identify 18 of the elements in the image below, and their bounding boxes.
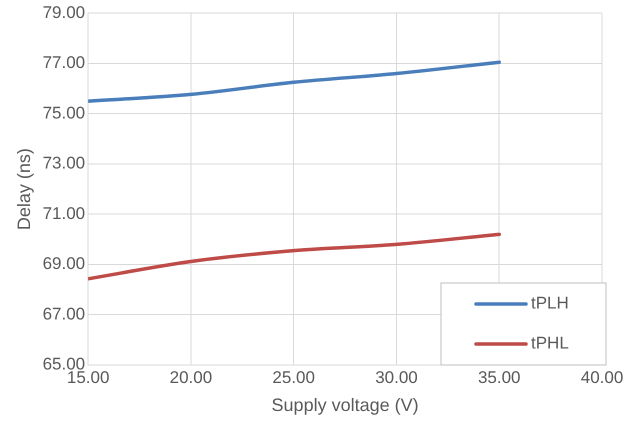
line-series: [88, 60, 501, 103]
y-tick-label: 69.00: [42, 254, 86, 274]
x-tick-label: 25.00: [272, 368, 315, 387]
y-tick-label: 75.00: [42, 103, 86, 122]
line-series: [88, 232, 501, 281]
y-tick-label: 71.00: [42, 204, 86, 223]
legend-label: tPLH: [531, 294, 569, 313]
x-tick-label: 20.00: [170, 368, 212, 387]
y-tick-label: 73.00: [42, 154, 86, 173]
x-tick-label: 40.00: [580, 368, 624, 387]
legend-label: tPHL: [531, 334, 569, 353]
y-tick-label: 67.00: [42, 304, 86, 324]
x-tick-label: 30.00: [375, 368, 418, 387]
y-axis-title: Delay (ns): [14, 148, 34, 230]
y-tick-label: 77.00: [42, 53, 86, 72]
y-tick-label: 79.00: [42, 2, 86, 22]
x-tick-label: 35.00: [478, 368, 520, 387]
x-axis-title: Supply voltage (V): [272, 395, 419, 416]
